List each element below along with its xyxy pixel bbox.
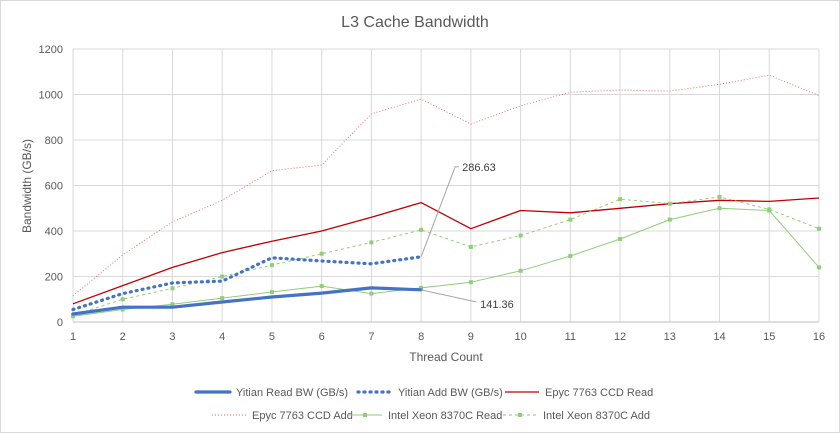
legend-marker bbox=[518, 413, 522, 417]
data-point bbox=[568, 217, 573, 222]
legend-item: Epyc 7763 CCD Read bbox=[505, 387, 653, 399]
legend-item: Epyc 7763 CCD Add bbox=[212, 410, 353, 422]
data-point bbox=[419, 227, 424, 232]
series-group bbox=[71, 74, 821, 319]
grid-lines bbox=[72, 48, 820, 323]
legend: Yitian Read BW (GB/s) Yitian Add BW (GB/s… bbox=[194, 387, 653, 422]
data-point bbox=[120, 297, 125, 302]
data-point bbox=[419, 285, 424, 290]
x-tick-label: 10 bbox=[514, 331, 526, 343]
series-5 bbox=[71, 194, 821, 318]
series-0 bbox=[71, 286, 423, 316]
data-point bbox=[518, 233, 523, 238]
data-point bbox=[468, 244, 473, 249]
series-line bbox=[71, 286, 423, 316]
x-tick-label: 11 bbox=[565, 331, 576, 343]
series-2 bbox=[72, 197, 820, 305]
legend-item: Yitian Add BW (GB/s) bbox=[356, 387, 503, 399]
series-4 bbox=[71, 206, 821, 319]
data-point bbox=[319, 284, 324, 289]
legend-label: Intel Xeon 8370C Add bbox=[543, 410, 650, 422]
legend-label: Yitian Read BW (GB/s) bbox=[236, 387, 348, 399]
legend-label: Yitian Add BW (GB/s) bbox=[398, 387, 503, 399]
legend-item: Intel Xeon 8370C Add bbox=[503, 410, 650, 422]
data-point bbox=[667, 217, 672, 222]
series-line bbox=[72, 196, 820, 316]
x-tick-label: 7 bbox=[368, 331, 374, 343]
data-point bbox=[717, 206, 722, 211]
y-axis-ticks: 0 200 400 600 800 1000 1200 bbox=[39, 44, 63, 329]
data-point bbox=[71, 314, 75, 319]
data-point bbox=[618, 236, 623, 241]
y-tick-label: 400 bbox=[45, 226, 63, 238]
x-tick-label: 16 bbox=[813, 331, 825, 343]
y-tick-label: 800 bbox=[45, 135, 63, 147]
data-label-group: 286.63 141.36 bbox=[420, 162, 514, 311]
data-point bbox=[369, 240, 374, 245]
data-point bbox=[269, 263, 274, 268]
data-point bbox=[369, 291, 374, 296]
x-tick-label: 6 bbox=[319, 331, 325, 343]
legend-label: Intel Xeon 8370C Read bbox=[388, 410, 502, 422]
x-axis-title: Thread Count bbox=[409, 350, 483, 364]
data-point bbox=[220, 274, 225, 279]
data-point bbox=[717, 194, 722, 199]
x-tick-label: 12 bbox=[614, 331, 626, 343]
x-tick-label: 15 bbox=[763, 331, 775, 343]
data-point bbox=[667, 201, 672, 206]
data-point bbox=[817, 226, 821, 231]
data-label: 286.63 bbox=[462, 162, 496, 174]
x-tick-label: 13 bbox=[664, 331, 676, 343]
y-tick-label: 1000 bbox=[39, 90, 63, 102]
series-line bbox=[72, 207, 820, 317]
legend-marker bbox=[363, 413, 367, 417]
callout-line bbox=[420, 166, 460, 257]
x-tick-label: 1 bbox=[70, 331, 76, 343]
callout-line bbox=[421, 289, 477, 303]
data-point bbox=[468, 280, 473, 285]
x-tick-label: 4 bbox=[219, 331, 225, 343]
legend-item: Intel Xeon 8370C Read bbox=[348, 410, 502, 422]
x-axis-ticks: 1 2 3 4 5 6 7 8 9 10 11 12 13 14 15 16 bbox=[70, 331, 825, 343]
chart-title: L3 Cache Bandwidth bbox=[341, 14, 489, 31]
data-point bbox=[170, 302, 175, 307]
data-point bbox=[618, 197, 623, 202]
data-point bbox=[220, 296, 225, 301]
data-point bbox=[568, 254, 573, 259]
y-tick-label: 200 bbox=[45, 272, 63, 284]
data-point bbox=[269, 289, 274, 294]
data-point bbox=[817, 265, 821, 270]
series-1 bbox=[71, 255, 423, 312]
y-axis-title: Bandwidth (GB/s) bbox=[20, 139, 34, 233]
x-tick-label: 9 bbox=[468, 331, 474, 343]
x-tick-label: 3 bbox=[169, 331, 175, 343]
y-tick-label: 1200 bbox=[39, 44, 63, 56]
data-point bbox=[319, 251, 324, 256]
legend-label: Epyc 7763 CCD Add bbox=[252, 410, 353, 422]
y-tick-label: 0 bbox=[57, 317, 63, 329]
x-tick-label: 8 bbox=[418, 331, 424, 343]
legend-label: Epyc 7763 CCD Read bbox=[545, 387, 653, 399]
data-point bbox=[120, 307, 125, 312]
data-point bbox=[170, 286, 175, 291]
series-line bbox=[72, 197, 820, 305]
y-tick-label: 600 bbox=[45, 181, 63, 193]
x-tick-label: 14 bbox=[713, 331, 725, 343]
x-tick-label: 2 bbox=[120, 331, 126, 343]
legend-item: Yitian Read BW (GB/s) bbox=[194, 387, 348, 399]
x-tick-label: 5 bbox=[269, 331, 275, 343]
series-line bbox=[71, 255, 423, 312]
data-label: 141.36 bbox=[480, 299, 514, 311]
data-point bbox=[518, 268, 523, 273]
data-point bbox=[767, 208, 772, 213]
